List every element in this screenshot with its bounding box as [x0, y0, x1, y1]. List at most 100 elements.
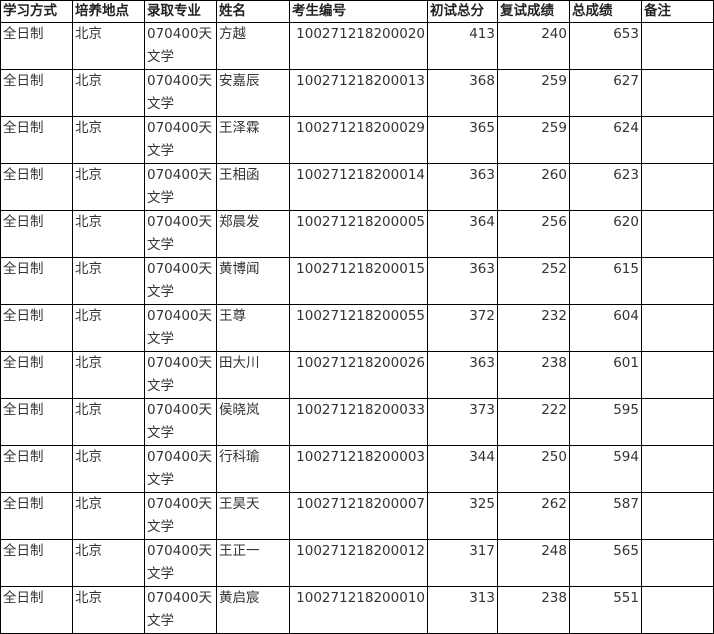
cell-retest-score: 238	[497, 586, 570, 634]
cell-candidate-id: 100271218200015	[289, 257, 428, 305]
cell-retest-score: 256	[497, 210, 570, 258]
table-row: 全日制 北京 070400天文学 方越 100271218200020 413 240 653	[0, 22, 714, 70]
cell-remarks	[641, 210, 714, 258]
cell-location: 北京	[72, 116, 145, 164]
cell-prelim-score: 373	[427, 398, 498, 446]
cell-remarks	[641, 163, 714, 211]
cell-name: 侯晓岚	[216, 398, 290, 446]
cell-prelim-score: 317	[427, 539, 498, 587]
cell-prelim-score: 364	[427, 210, 498, 258]
cell-prelim-score: 363	[427, 351, 498, 399]
cell-name: 行科瑜	[216, 445, 290, 493]
cell-study-mode: 全日制	[0, 257, 73, 305]
header-row: 学习方式 培养地点 录取专业 姓名 考生编号 初试总分 复试成绩 总成绩 备注	[0, 0, 714, 23]
table-row: 全日制 北京 070400天文学 黄博闻 100271218200015 363 252 61…	[0, 257, 714, 305]
table-row: 全日制 北京 070400天文学 行科瑜 100271218200003 344 250 59…	[0, 445, 714, 493]
cell-prelim-score: 313	[427, 586, 498, 634]
cell-location: 北京	[72, 398, 145, 446]
cell-retest-score: 248	[497, 539, 570, 587]
cell-study-mode: 全日制	[0, 398, 73, 446]
cell-name: 黄启宸	[216, 586, 290, 634]
cell-total-score: 565	[569, 539, 642, 587]
cell-name: 王泽霖	[216, 116, 290, 164]
header-location: 培养地点	[72, 0, 145, 23]
cell-total-score: 604	[569, 304, 642, 352]
cell-retest-score: 262	[497, 492, 570, 540]
header-total-score: 总成绩	[569, 0, 642, 23]
cell-retest-score: 238	[497, 351, 570, 399]
cell-total-score: 587	[569, 492, 642, 540]
cell-prelim-score: 413	[427, 22, 498, 70]
cell-remarks	[641, 351, 714, 399]
cell-candidate-id: 100271218200012	[289, 539, 428, 587]
cell-major: 070400天文学	[144, 69, 217, 117]
cell-location: 北京	[72, 445, 145, 493]
cell-location: 北京	[72, 492, 145, 540]
cell-major: 070400天文学	[144, 586, 217, 634]
cell-remarks	[641, 116, 714, 164]
header-candidate-id: 考生编号	[289, 0, 428, 23]
cell-major: 070400天文学	[144, 210, 217, 258]
cell-candidate-id: 100271218200005	[289, 210, 428, 258]
cell-total-score: 653	[569, 22, 642, 70]
table-row: 全日制 北京 070400天文学 侯晓岚 100271218200033 373 222 59…	[0, 398, 714, 446]
cell-major: 070400天文学	[144, 351, 217, 399]
cell-study-mode: 全日制	[0, 210, 73, 258]
cell-location: 北京	[72, 69, 145, 117]
cell-location: 北京	[72, 22, 145, 70]
cell-location: 北京	[72, 539, 145, 587]
cell-major: 070400天文学	[144, 398, 217, 446]
table-row: 全日制 北京 070400天文学 黄启宸 100271218200010 313 238 55…	[0, 586, 714, 634]
cell-prelim-score: 365	[427, 116, 498, 164]
cell-total-score: 620	[569, 210, 642, 258]
cell-major: 070400天文学	[144, 163, 217, 211]
cell-major: 070400天文学	[144, 492, 217, 540]
cell-retest-score: 222	[497, 398, 570, 446]
cell-prelim-score: 363	[427, 163, 498, 211]
cell-retest-score: 252	[497, 257, 570, 305]
cell-study-mode: 全日制	[0, 304, 73, 352]
cell-name: 方越	[216, 22, 290, 70]
cell-remarks	[641, 586, 714, 634]
table-body: 全日制 北京 070400天文学 方越 100271218200020 413 240 653…	[0, 22, 714, 634]
cell-study-mode: 全日制	[0, 445, 73, 493]
header-retest-score: 复试成绩	[497, 0, 570, 23]
cell-candidate-id: 100271218200055	[289, 304, 428, 352]
cell-candidate-id: 100271218200029	[289, 116, 428, 164]
cell-name: 王尊	[216, 304, 290, 352]
cell-prelim-score: 344	[427, 445, 498, 493]
cell-major: 070400天文学	[144, 539, 217, 587]
cell-candidate-id: 100271218200014	[289, 163, 428, 211]
cell-location: 北京	[72, 586, 145, 634]
cell-retest-score: 260	[497, 163, 570, 211]
cell-remarks	[641, 492, 714, 540]
cell-total-score: 551	[569, 586, 642, 634]
cell-location: 北京	[72, 163, 145, 211]
cell-name: 安嘉辰	[216, 69, 290, 117]
cell-name: 王相函	[216, 163, 290, 211]
cell-retest-score: 259	[497, 69, 570, 117]
table-row: 全日制 北京 070400天文学 王泽霖 100271218200029 365 259 62…	[0, 116, 714, 164]
cell-candidate-id: 100271218200033	[289, 398, 428, 446]
cell-prelim-score: 363	[427, 257, 498, 305]
cell-name: 郑晨发	[216, 210, 290, 258]
cell-remarks	[641, 257, 714, 305]
cell-retest-score: 259	[497, 116, 570, 164]
cell-name: 王昊天	[216, 492, 290, 540]
cell-name: 王正一	[216, 539, 290, 587]
cell-remarks	[641, 445, 714, 493]
cell-study-mode: 全日制	[0, 539, 73, 587]
cell-name: 黄博闻	[216, 257, 290, 305]
table-row: 全日制 北京 070400天文学 王昊天 100271218200007 325 262 58…	[0, 492, 714, 540]
header-study-mode: 学习方式	[0, 0, 73, 23]
header-remarks: 备注	[641, 0, 714, 23]
cell-candidate-id: 100271218200003	[289, 445, 428, 493]
cell-study-mode: 全日制	[0, 351, 73, 399]
cell-total-score: 623	[569, 163, 642, 211]
cell-study-mode: 全日制	[0, 69, 73, 117]
cell-prelim-score: 325	[427, 492, 498, 540]
cell-candidate-id: 100271218200007	[289, 492, 428, 540]
cell-study-mode: 全日制	[0, 492, 73, 540]
cell-major: 070400天文学	[144, 22, 217, 70]
